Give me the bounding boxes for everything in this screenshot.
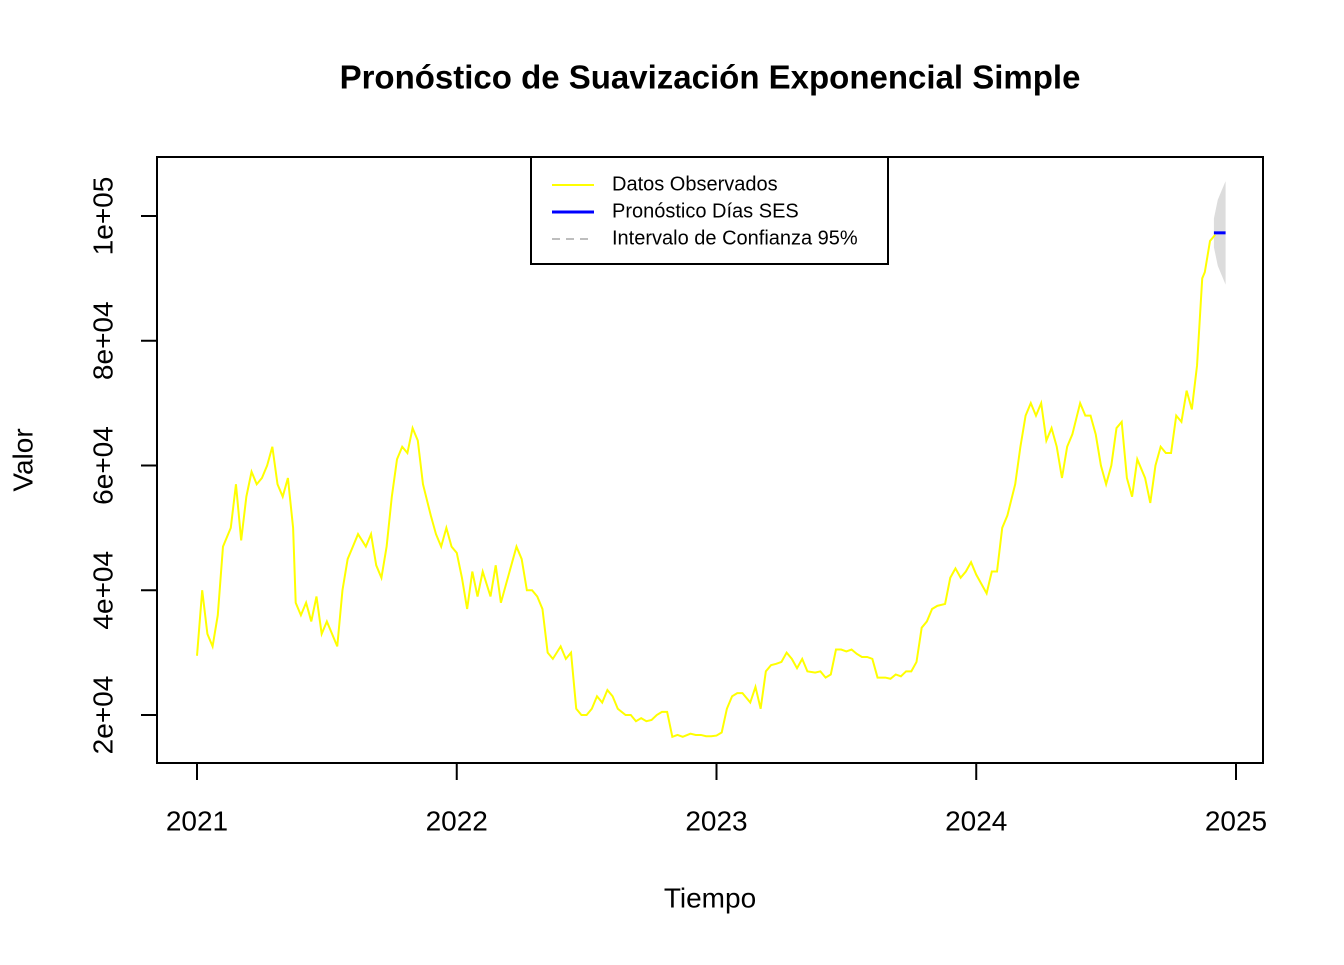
y-tick-label: 4e+04 [87, 551, 118, 630]
x-axis-label: Tiempo [664, 882, 756, 913]
legend-label: Datos Observados [612, 173, 778, 195]
y-tick-label: 2e+04 [87, 676, 118, 755]
x-tick-label: 2023 [685, 805, 747, 836]
y-tick-label: 8e+04 [87, 301, 118, 380]
legend-label: Pronóstico Días SES [612, 200, 799, 222]
y-axis-label: Valor [7, 428, 38, 491]
x-tick-label: 2025 [1205, 805, 1267, 836]
x-tick-label: 2021 [166, 805, 228, 836]
y-tick-label: 6e+04 [87, 426, 118, 505]
chart-title: Pronóstico de Suavización Exponencial Si… [340, 59, 1081, 96]
x-tick-label: 2024 [945, 805, 1007, 836]
series-line [196, 234, 1216, 739]
y-tick-label: 1e+05 [87, 177, 118, 256]
legend-label: Intervalo de Confianza 95% [612, 227, 858, 249]
x-tick-label: 2022 [426, 805, 488, 836]
